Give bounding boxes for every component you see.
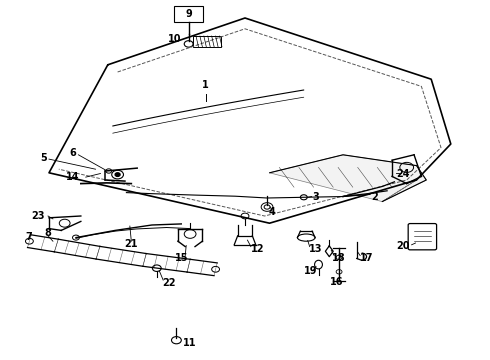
Text: 8: 8 xyxy=(45,228,51,238)
Polygon shape xyxy=(270,155,426,202)
Text: 19: 19 xyxy=(304,266,318,276)
FancyBboxPatch shape xyxy=(408,224,437,250)
Text: 21: 21 xyxy=(124,239,138,249)
Text: 12: 12 xyxy=(251,244,265,254)
Text: 7: 7 xyxy=(25,232,32,242)
Text: 17: 17 xyxy=(360,253,374,263)
Text: 2: 2 xyxy=(371,192,378,202)
Text: 22: 22 xyxy=(162,278,176,288)
Text: 24: 24 xyxy=(396,168,410,179)
Text: 20: 20 xyxy=(396,240,410,251)
Text: 1: 1 xyxy=(202,80,209,90)
Text: 9: 9 xyxy=(185,9,192,19)
Circle shape xyxy=(115,173,120,176)
Text: 14: 14 xyxy=(66,172,79,182)
Text: 10: 10 xyxy=(168,33,182,44)
Text: 11: 11 xyxy=(183,338,196,348)
Text: 3: 3 xyxy=(313,192,319,202)
Text: 5: 5 xyxy=(41,153,48,163)
Text: 16: 16 xyxy=(330,276,344,287)
Text: 18: 18 xyxy=(332,253,346,263)
Text: 23: 23 xyxy=(31,211,45,221)
Text: 6: 6 xyxy=(69,148,76,158)
Text: 15: 15 xyxy=(174,253,188,264)
FancyBboxPatch shape xyxy=(174,6,203,22)
FancyBboxPatch shape xyxy=(193,36,221,47)
Text: 4: 4 xyxy=(269,207,275,217)
Text: 13: 13 xyxy=(309,244,322,254)
